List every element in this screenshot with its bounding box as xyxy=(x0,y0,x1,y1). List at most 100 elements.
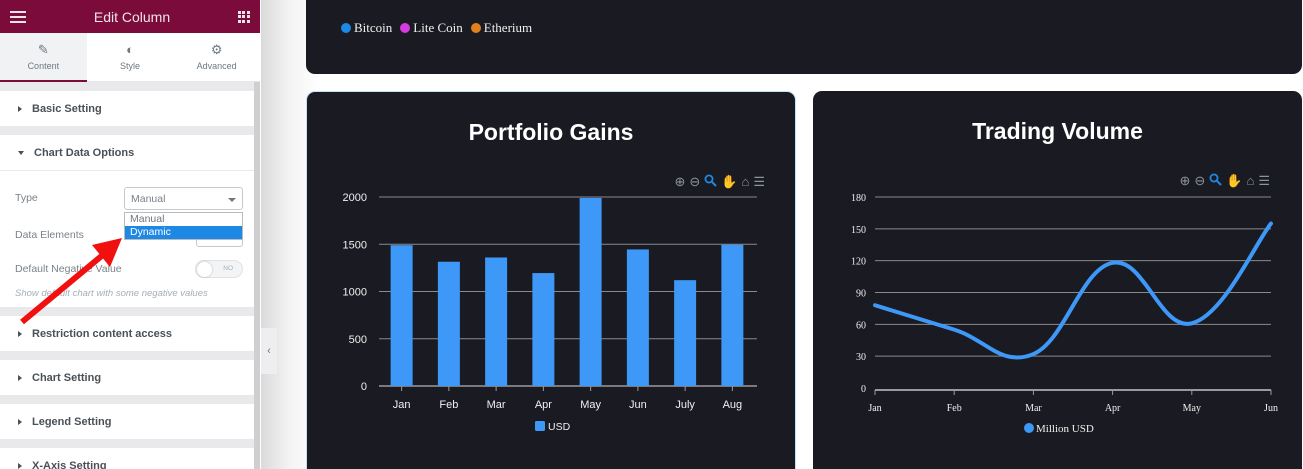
tab-advanced[interactable]: ⚙ Advanced xyxy=(173,33,260,81)
x-tick-label: Aug xyxy=(723,399,743,411)
menu-icon[interactable]: ☰ xyxy=(753,174,765,189)
y-tick-label: 60 xyxy=(856,320,866,331)
legend-marker xyxy=(1024,423,1034,433)
section-label: Legend Setting xyxy=(32,415,112,428)
data-elements-label: Data Elements xyxy=(15,229,84,241)
x-tick-label: Apr xyxy=(1105,403,1121,414)
section-restriction-content-access[interactable]: Restriction content access xyxy=(0,316,254,351)
caret-right-icon xyxy=(18,105,22,112)
reset-home-icon[interactable]: ⌂ xyxy=(1246,173,1255,188)
zoom-out-icon[interactable]: ⊖ xyxy=(1194,173,1206,188)
widgets-grid-icon[interactable] xyxy=(237,10,250,23)
pencil-icon: ✎ xyxy=(37,42,49,57)
x-tick-label: May xyxy=(580,399,601,411)
zoom-in-icon[interactable]: ⊕ xyxy=(1179,173,1191,188)
y-tick-label: 90 xyxy=(856,289,866,300)
x-tick-label: Mar xyxy=(487,399,506,411)
legend-item-lite-coin[interactable]: Lite Coin xyxy=(400,20,463,36)
chart-data-options-panel: Type Manual Manual Dynamic Data Elements… xyxy=(0,170,254,307)
sidebar-panel: Basic Setting Chart Data Options Type Ma… xyxy=(0,82,254,469)
bar-jun xyxy=(626,249,649,386)
zoom-in-icon[interactable]: ⊕ xyxy=(674,174,686,189)
bar-chart-svg: 0 500 1000 1500 2000 Jan Feb Mar Apr May Jun July Au… xyxy=(343,192,757,433)
section-x-axis-setting[interactable]: X-Axis Setting xyxy=(0,448,254,469)
tab-style-label: Style xyxy=(120,61,141,71)
legend-label: Etherium xyxy=(483,20,533,35)
sidebar-tabs: ✎ Content ◐ Style ⚙ Advanced xyxy=(0,33,260,82)
portfolio-gains-card: Portfolio Gains ⊕ ⊖ ✋ ⌂ ☰ 0 500 1000 1500 20… xyxy=(306,91,796,469)
sidebar-header: Edit Column xyxy=(0,0,260,33)
zoom-out-icon[interactable]: ⊖ xyxy=(689,174,701,189)
section-label: Chart Data Options xyxy=(34,146,135,159)
hamburger-menu-icon[interactable] xyxy=(10,10,26,23)
series-line-million-usd xyxy=(873,221,1273,360)
y-tick-label: 0 xyxy=(861,384,866,395)
legend-label: Lite Coin xyxy=(413,20,463,35)
x-tick-label: Jun xyxy=(1264,403,1278,414)
type-option-manual[interactable]: Manual xyxy=(130,213,165,225)
x-tick-label: Feb xyxy=(439,399,458,411)
bar-jan xyxy=(390,245,413,386)
trading-volume-card: Trading Volume ⊕ ⊖ ✋ ⌂ ☰ 0 30 60 90 120 150 18… xyxy=(813,91,1302,469)
y-tick-label: 1000 xyxy=(343,287,367,299)
y-tick-label: 2000 xyxy=(343,192,367,204)
page-canvas: Bitcoin Lite Coin Etherium Portfolio Gai… xyxy=(261,0,1303,469)
x-tick-label: Jan xyxy=(868,403,881,414)
y-tick-label: 120 xyxy=(851,257,866,268)
bar-july xyxy=(674,280,697,386)
y-tick-label: 150 xyxy=(851,225,866,236)
x-tick-label: July xyxy=(675,399,695,411)
x-tick-label: Apr xyxy=(535,399,552,411)
pan-hand-icon[interactable]: ✋ xyxy=(1226,173,1243,188)
legend-marker xyxy=(341,23,351,33)
y-tick-label: 30 xyxy=(856,352,866,363)
tab-content[interactable]: ✎ Content xyxy=(0,33,87,82)
chart-title: Trading Volume xyxy=(972,118,1143,144)
sidebar-title: Edit Column xyxy=(93,8,171,25)
bar-feb xyxy=(437,261,460,386)
legend-item-etherium[interactable]: Etherium xyxy=(470,20,533,36)
default-negative-label: Default Negative Value xyxy=(15,263,122,275)
x-tick-label: Jan xyxy=(393,399,411,411)
caret-down-icon xyxy=(18,150,24,155)
editor-sidebar: Edit Column ✎ Content ◐ Style ⚙ Advanced… xyxy=(0,0,260,469)
caret-right-icon xyxy=(18,418,22,425)
bar-mar xyxy=(485,257,508,386)
collapse-sidebar-button[interactable]: ‹ xyxy=(261,328,277,374)
selection-zoom-icon[interactable] xyxy=(1209,173,1223,189)
section-chart-setting[interactable]: Chart Setting xyxy=(0,360,254,395)
default-negative-toggle[interactable]: NO xyxy=(195,260,243,278)
gear-icon: ⚙ xyxy=(210,42,223,57)
section-label: Chart Setting xyxy=(32,371,102,384)
section-label: Basic Setting xyxy=(32,102,102,115)
type-option-dynamic[interactable]: Dynamic xyxy=(125,226,242,239)
tab-style[interactable]: ◐ Style xyxy=(87,33,174,81)
reset-home-icon[interactable]: ⌂ xyxy=(741,174,750,189)
default-negative-help: Show default chart with some negative va… xyxy=(15,288,208,299)
menu-icon[interactable]: ☰ xyxy=(1258,173,1270,188)
type-select-value: Manual xyxy=(131,193,166,205)
section-legend-setting[interactable]: Legend Setting xyxy=(0,404,254,439)
legend-label: Million USD xyxy=(1036,423,1094,435)
chevron-left-icon: ‹ xyxy=(267,345,271,357)
dropdown-arrow-icon xyxy=(228,198,236,202)
selection-zoom-icon[interactable] xyxy=(704,174,718,190)
tab-content-label: Content xyxy=(27,61,60,71)
type-label: Type xyxy=(15,192,38,204)
legend-label: USD xyxy=(548,421,571,433)
legend-label: Bitcoin xyxy=(354,20,393,35)
sidebar-scrollbar[interactable] xyxy=(254,82,260,469)
type-select[interactable]: Manual xyxy=(124,187,243,210)
legend-marker xyxy=(535,421,545,431)
bar-aug xyxy=(721,244,744,386)
section-basic-setting[interactable]: Basic Setting xyxy=(0,91,254,126)
toggle-knob xyxy=(197,262,212,277)
legend-marker xyxy=(400,23,411,33)
pan-hand-icon[interactable]: ✋ xyxy=(721,174,738,189)
crypto-legend: Bitcoin Lite Coin Etherium xyxy=(341,20,540,36)
legend-marker xyxy=(470,23,481,33)
y-tick-label: 0 xyxy=(361,381,367,393)
section-chart-data-options[interactable]: Chart Data Options xyxy=(0,135,254,170)
legend-item-bitcoin[interactable]: Bitcoin xyxy=(341,20,392,36)
crypto-chart-card: Bitcoin Lite Coin Etherium xyxy=(306,0,1302,74)
